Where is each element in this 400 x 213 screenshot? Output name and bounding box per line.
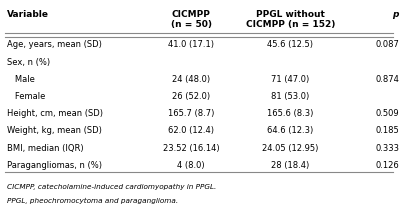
Text: Weight, kg, mean (SD): Weight, kg, mean (SD): [7, 127, 102, 135]
Text: Height, cm, mean (SD): Height, cm, mean (SD): [7, 109, 103, 118]
Text: Paragangliomas, n (%): Paragangliomas, n (%): [7, 161, 102, 170]
Text: BMI, median (IQR): BMI, median (IQR): [7, 144, 84, 153]
Text: 26 (52.0): 26 (52.0): [172, 92, 210, 101]
Text: 23.52 (16.14): 23.52 (16.14): [163, 144, 220, 153]
Text: Female: Female: [7, 92, 46, 101]
Text: 0.087: 0.087: [375, 40, 399, 49]
Text: Variable: Variable: [7, 10, 49, 19]
Text: 0.126: 0.126: [375, 161, 399, 170]
Text: 71 (47.0): 71 (47.0): [271, 75, 309, 84]
Text: CICMPP
(n = 50): CICMPP (n = 50): [171, 10, 212, 29]
Text: 0.333: 0.333: [375, 144, 399, 153]
Text: CICMPP, catecholamine-induced cardiomyopathy in PPGL.: CICMPP, catecholamine-induced cardiomyop…: [7, 184, 216, 190]
Text: 45.6 (12.5): 45.6 (12.5): [267, 40, 313, 49]
Text: 0.185: 0.185: [375, 127, 399, 135]
Text: 24 (48.0): 24 (48.0): [172, 75, 210, 84]
Text: 41.0 (17.1): 41.0 (17.1): [168, 40, 214, 49]
Text: 165.6 (8.3): 165.6 (8.3): [267, 109, 314, 118]
Text: Sex, n (%): Sex, n (%): [7, 58, 50, 66]
Text: 165.7 (8.7): 165.7 (8.7): [168, 109, 214, 118]
Text: 28 (18.4): 28 (18.4): [271, 161, 309, 170]
Text: PPGL, pheochromocytoma and paraganglioma.: PPGL, pheochromocytoma and paraganglioma…: [7, 198, 178, 204]
Text: 0.874: 0.874: [375, 75, 399, 84]
Text: PPGL without
CICMPP (n = 152): PPGL without CICMPP (n = 152): [246, 10, 335, 29]
Text: 0.509: 0.509: [376, 109, 399, 118]
Text: Age, years, mean (SD): Age, years, mean (SD): [7, 40, 102, 49]
Text: Male: Male: [7, 75, 35, 84]
Text: 4 (8.0): 4 (8.0): [178, 161, 205, 170]
Text: p: p: [392, 10, 399, 19]
Text: 81 (53.0): 81 (53.0): [271, 92, 309, 101]
Text: 62.0 (12.4): 62.0 (12.4): [168, 127, 214, 135]
Text: 64.6 (12.3): 64.6 (12.3): [267, 127, 313, 135]
Text: 24.05 (12.95): 24.05 (12.95): [262, 144, 318, 153]
